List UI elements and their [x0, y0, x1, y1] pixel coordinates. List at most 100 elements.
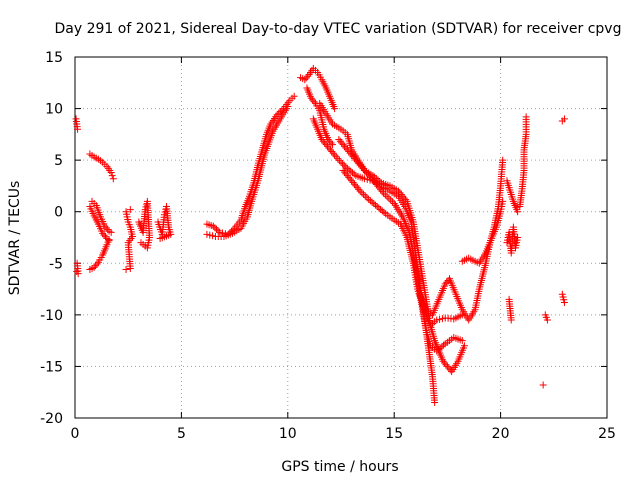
- data-point: [507, 316, 515, 324]
- data-point: [346, 175, 354, 183]
- data-point: [213, 225, 221, 233]
- series-trace-early-upper-arc: [88, 197, 115, 236]
- data-point: [433, 316, 441, 324]
- data-point: [216, 228, 224, 236]
- data-point: [360, 175, 368, 183]
- data-point: [436, 315, 444, 323]
- data-point: [360, 190, 368, 198]
- data-point: [374, 176, 382, 184]
- data-point: [347, 167, 355, 175]
- data-point: [543, 316, 551, 324]
- data-point: [380, 208, 388, 216]
- x-tick-label: 0: [71, 426, 80, 442]
- data-point: [328, 148, 336, 156]
- data-point: [402, 196, 410, 204]
- data-point: [499, 156, 507, 164]
- series-trace-early-lower: [86, 236, 113, 273]
- data-point: [363, 194, 371, 202]
- data-point: [332, 153, 340, 161]
- series-trace-cluster-3: [154, 203, 175, 243]
- data-point: [126, 264, 134, 272]
- series-trace-morning-lower: [203, 103, 292, 240]
- data-point: [394, 187, 402, 195]
- data-point: [211, 224, 219, 232]
- data-point: [102, 233, 110, 241]
- data-point: [377, 186, 385, 194]
- data-point: [319, 137, 327, 145]
- data-point: [206, 231, 214, 239]
- y-tick-label: 15: [45, 50, 63, 66]
- data-point: [385, 194, 393, 202]
- data-point: [334, 155, 342, 163]
- data-point: [126, 206, 134, 214]
- data-point: [102, 224, 110, 232]
- data-point: [341, 142, 349, 150]
- data-point: [396, 189, 404, 197]
- data-point: [350, 170, 358, 178]
- data-point: [93, 260, 101, 268]
- grid-lines: [75, 57, 607, 418]
- data-point: [331, 151, 339, 159]
- data-point: [301, 76, 309, 84]
- data-point: [356, 187, 364, 195]
- data-point: [458, 337, 466, 345]
- y-tick-label: -15: [40, 359, 63, 375]
- series-trace-descent-d: [339, 166, 466, 329]
- data-point: [310, 98, 318, 106]
- data-point: [203, 230, 211, 238]
- data-point: [364, 170, 372, 178]
- series-trace-peak-a: [297, 64, 339, 113]
- data-point: [336, 137, 344, 145]
- series-trace-early-upper: [86, 150, 117, 183]
- data-point: [343, 172, 351, 180]
- data-point: [365, 195, 373, 203]
- data-point: [350, 180, 358, 188]
- data-point: [383, 193, 391, 201]
- data-point: [348, 169, 356, 177]
- data-point: [433, 347, 441, 355]
- data-point: [434, 346, 442, 354]
- data-point: [337, 158, 345, 166]
- data-point: [322, 141, 330, 149]
- data-point: [73, 268, 81, 276]
- data-point: [441, 280, 449, 288]
- y-tick-label: -5: [49, 256, 63, 272]
- y-tick-label: -10: [40, 308, 63, 324]
- data-point: [342, 163, 350, 171]
- series-trace-late-rise: [516, 113, 530, 211]
- data-point: [99, 229, 107, 237]
- data-point: [321, 139, 329, 147]
- data-point: [522, 113, 530, 121]
- data-point: [460, 342, 468, 350]
- y-tick-label: -20: [40, 411, 63, 427]
- data-point: [539, 381, 547, 389]
- data-point: [366, 197, 374, 205]
- data-point: [107, 169, 115, 177]
- data-points: [72, 64, 568, 407]
- data-point: [400, 194, 408, 202]
- data-point: [101, 222, 109, 230]
- data-point: [339, 166, 347, 174]
- chart-title: Day 291 of 2021, Sidereal Day-to-day VTE…: [55, 21, 622, 37]
- data-point: [514, 234, 522, 241]
- data-point: [443, 278, 451, 286]
- data-point: [284, 103, 292, 111]
- x-axis-label: GPS time / hours: [281, 459, 398, 475]
- data-point: [378, 187, 386, 195]
- data-point: [371, 201, 379, 209]
- data-point: [219, 229, 227, 237]
- data-point: [441, 359, 449, 367]
- data-point: [342, 170, 350, 178]
- data-point: [341, 168, 349, 176]
- data-point: [399, 192, 407, 200]
- series-trace-descent-a: [309, 115, 439, 407]
- data-point: [352, 182, 360, 190]
- data-point: [514, 208, 522, 216]
- series-trace-cluster-2: [135, 197, 153, 252]
- data-point: [348, 177, 356, 185]
- series-trace-rebound-a: [416, 156, 507, 324]
- axis-ticks: 0 5 10 15 20 25 -20 -15 -10 -5 0 5 10 15: [40, 50, 616, 442]
- data-point: [443, 362, 451, 370]
- data-point: [329, 149, 337, 157]
